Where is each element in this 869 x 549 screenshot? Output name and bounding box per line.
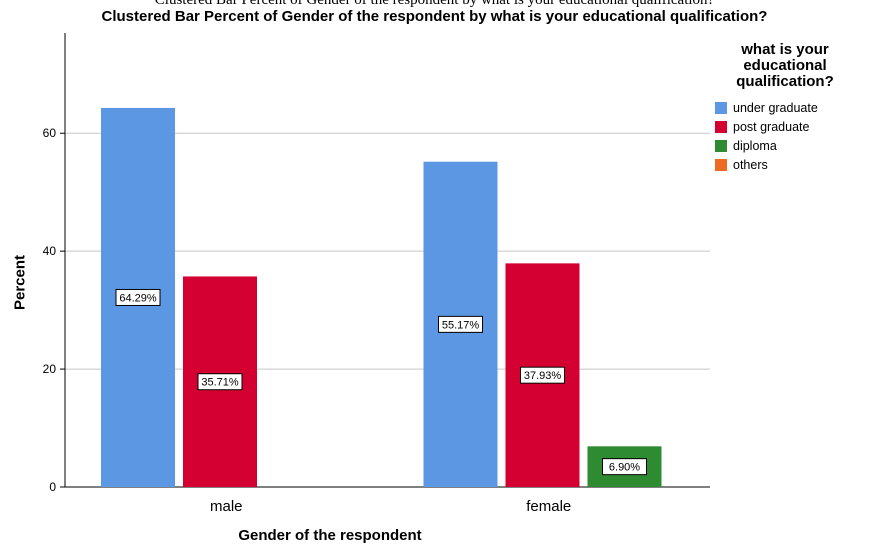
data-label: 37.93%	[524, 370, 562, 382]
legend-swatch	[715, 120, 727, 133]
legend-swatch	[715, 139, 727, 152]
legend-swatch	[715, 158, 727, 171]
data-label: 64.29%	[119, 292, 157, 304]
legend-item: others	[715, 155, 865, 174]
data-label: 6.90%	[609, 462, 640, 474]
data-label-box	[520, 366, 565, 384]
legend-item: post graduate	[715, 117, 865, 136]
y-axis-label: Percent	[11, 254, 29, 311]
y-tick-label: 60	[43, 126, 57, 140]
y-tick-label: 20	[43, 362, 57, 376]
data-label: 35.71%	[201, 377, 239, 389]
data-label-box	[197, 373, 243, 391]
legend-label: diploma	[733, 138, 777, 153]
data-label: 55.17%	[442, 319, 480, 331]
data-label-box	[602, 458, 647, 476]
y-tick-label: 0	[49, 480, 56, 494]
legend-label: under graduate	[733, 100, 818, 115]
legend-swatch	[715, 101, 727, 114]
header-text: Clustered Bar Percent of Gender of the r…	[154, 0, 715, 8]
x-axis-label: Gender of the respondent	[238, 527, 422, 544]
legend-item: diploma	[715, 136, 865, 155]
legend-items: under graduate post graduate diploma others	[715, 98, 865, 174]
legend-label: others	[733, 157, 768, 172]
legend-item: under graduate	[715, 98, 865, 117]
legend: what is your educational qualification? …	[715, 42, 865, 174]
x-tick-label: male	[210, 498, 243, 515]
data-label-box	[115, 288, 161, 306]
legend-label: post graduate	[733, 119, 810, 134]
data-label-box	[438, 315, 483, 333]
y-tick-label: 40	[43, 244, 57, 258]
legend-title: what is your educational qualification?	[736, 41, 834, 90]
x-tick-label: female	[526, 498, 571, 515]
chart-title: Clustered Bar Percent of Gender of the r…	[101, 8, 768, 25]
